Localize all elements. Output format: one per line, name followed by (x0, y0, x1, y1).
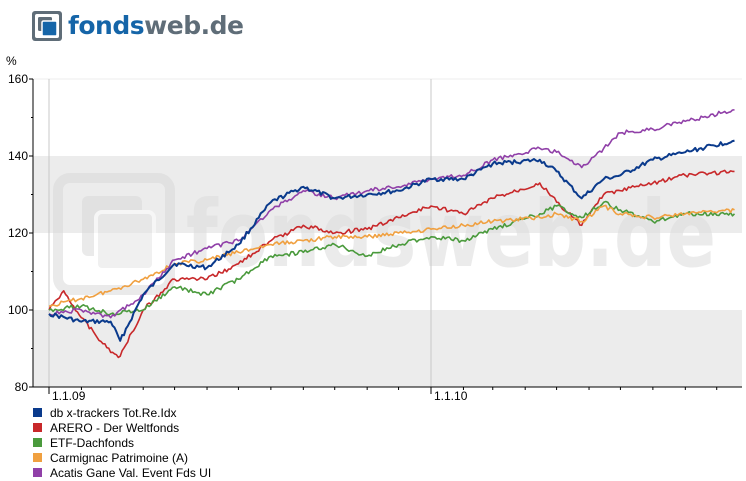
legend: db x-trackers Tot.Re.Idx ARERO - Der Welt… (33, 405, 211, 480)
legend-label: Acatis Gane Val. Event Fds UI (50, 465, 212, 480)
band-0 (33, 310, 742, 387)
series-line-4 (48, 109, 735, 319)
legend-swatch (33, 423, 42, 432)
legend-item: ARERO - Der Weltfonds (33, 420, 211, 435)
y-tick-label: 160 (8, 72, 28, 86)
background-bands (33, 78, 742, 387)
y-axis-label: % (6, 54, 17, 68)
legend-item: ETF-Dachfonds (33, 435, 211, 450)
series-line-2 (48, 200, 736, 316)
y-tick-label: 140 (8, 149, 28, 163)
legend-swatch (33, 468, 42, 477)
series-lines (48, 109, 736, 359)
y-tick-label: 80 (15, 380, 29, 394)
logo-text-web: web.de (144, 11, 244, 40)
y-tick-label: 120 (8, 226, 28, 240)
logo-text-fonds: fonds (68, 11, 145, 40)
legend-label: ETF-Dachfonds (50, 435, 135, 450)
x-tick-label: 1.1.10 (434, 389, 468, 403)
x-gridlines (48, 79, 432, 387)
y-tick-label: 100 (8, 303, 28, 317)
legend-swatch (33, 408, 42, 417)
legend-item: Acatis Gane Val. Event Fds UI (33, 465, 211, 480)
watermark-text: fondsweb.de (186, 181, 716, 288)
fondsweb-logo-icon (32, 11, 62, 41)
x-tick-label: 1.1.09 (52, 389, 86, 403)
axes: 80 100 120 140 160 1.1.09 1.1.10 (8, 72, 742, 403)
fondsweb-logo: fondsweb.de (31, 9, 244, 43)
legend-label: ARERO - Der Weltfonds (50, 420, 180, 435)
legend-label: Carmignac Patrimoine (A) (50, 450, 189, 465)
watermark-logo-icon (53, 173, 175, 295)
legend-item: Carmignac Patrimoine (A) (33, 450, 211, 465)
legend-label: db x-trackers Tot.Re.Idx (50, 405, 177, 420)
series-line-1 (48, 169, 735, 359)
legend-swatch (33, 438, 42, 447)
series-line-0 (48, 139, 735, 342)
legend-item: db x-trackers Tot.Re.Idx (33, 405, 211, 420)
legend-swatch (33, 453, 42, 462)
series-line-3 (48, 204, 735, 307)
fondsweb-logo-text: fondsweb.de (68, 10, 244, 42)
